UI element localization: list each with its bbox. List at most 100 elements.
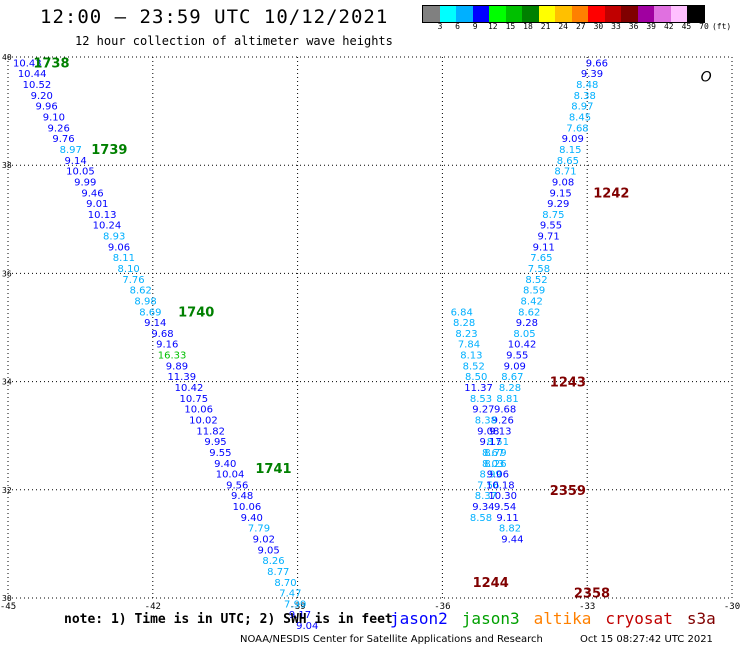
pass-time-label: 1242 xyxy=(593,186,629,201)
wave-height-value: 10.42 xyxy=(175,383,204,394)
wave-height-value: 8.62 xyxy=(518,307,540,318)
wave-height-value: 9.95 xyxy=(204,437,226,448)
wave-height-value: 8.05 xyxy=(513,329,535,340)
wave-height-value: 8.15 xyxy=(559,145,581,156)
wave-height-value: 9.54 xyxy=(494,502,516,513)
satellite-label: jason3 xyxy=(461,609,520,628)
wave-height-value: 8.28 xyxy=(453,318,475,329)
wave-height-value: 8.77 xyxy=(267,567,289,578)
wave-height-value: 10.13 xyxy=(88,210,117,221)
y-tick-label: 38 xyxy=(2,161,12,170)
wave-height-value: 11.39 xyxy=(167,372,196,383)
wave-height-value: 8.51 xyxy=(487,437,509,448)
wave-height-value: 8.65 xyxy=(557,156,579,167)
wave-height-value: 10.24 xyxy=(93,221,122,232)
legend-label: 6 xyxy=(455,22,460,31)
legend-label: 36 xyxy=(628,22,639,31)
wave-height-value: 9.15 xyxy=(550,188,572,199)
wave-height-value: 8.28 xyxy=(499,383,521,394)
wave-height-value: 10.52 xyxy=(23,80,52,91)
legend-label: 18 xyxy=(523,22,533,31)
wave-height-value: 9.10 xyxy=(43,113,65,124)
wave-height-value: 8.13 xyxy=(460,351,482,362)
wave-height-value: 8.82 xyxy=(499,524,521,535)
wave-height-value: 7.47 xyxy=(279,589,301,600)
wave-height-value: 10.05 xyxy=(66,167,95,178)
satellite-label: s3a xyxy=(686,609,716,628)
wave-height-value: 9.11 xyxy=(496,513,518,524)
legend-label: 30 xyxy=(593,22,604,31)
y-tick-label: 34 xyxy=(2,378,12,387)
wave-height-value: 9.13 xyxy=(489,426,511,437)
legend-swatch xyxy=(456,6,473,22)
wave-height-value: 8.99 xyxy=(480,470,502,481)
wave-height-value: 7.58 xyxy=(528,264,550,275)
wave-height-value: 9.66 xyxy=(586,58,608,69)
wave-height-value: 9.71 xyxy=(537,232,559,243)
wave-height-value: 8.97 xyxy=(60,145,82,156)
x-tick-label: -36 xyxy=(434,602,450,612)
pass-time-label: 1741 xyxy=(255,462,291,477)
wave-height-value: 8.11 xyxy=(113,253,135,264)
x-tick-label: -33 xyxy=(579,602,595,612)
pass-time-label: 2359 xyxy=(550,484,586,499)
wave-height-value: 9.06 xyxy=(108,242,130,253)
satellite-label: jason2 xyxy=(390,609,448,628)
legend-label: (ft) xyxy=(711,22,732,31)
pass-time-label: 1739 xyxy=(91,143,127,158)
wave-height-value: 10.02 xyxy=(189,415,218,426)
wave-height-value: 9.89 xyxy=(166,361,188,372)
wave-height-value: 9.27 xyxy=(472,405,494,416)
wave-height-value: 9.06 xyxy=(487,470,509,481)
wave-height-value: 9.09 xyxy=(562,134,584,145)
wave-height-value: 9.55 xyxy=(506,351,528,362)
chart-title: 12:00 – 23:59 UTC 10/12/2021 xyxy=(40,6,389,28)
wave-height-value: 9.14 xyxy=(64,156,86,167)
wave-height-value: 9.40 xyxy=(214,459,236,470)
wave-height-value: 7.76 xyxy=(122,275,144,286)
color-scale-legend xyxy=(422,5,705,23)
wave-height-value: 9.96 xyxy=(35,102,57,113)
wave-height-value: 8.38 xyxy=(574,91,596,102)
wave-height-value: 10.42 xyxy=(508,340,537,351)
legend-swatch xyxy=(423,6,440,22)
legend-label: 12 xyxy=(487,22,498,31)
wave-height-value: 8.52 xyxy=(463,361,485,372)
satellite-label: cryosat xyxy=(605,609,673,628)
legend-label: 70 xyxy=(699,22,709,31)
wave-height-value: 10.18 xyxy=(486,480,515,491)
legend-label: 15 xyxy=(505,22,516,31)
wave-height-value: 8.48 xyxy=(576,80,598,91)
wave-height-value: 9.11 xyxy=(533,242,555,253)
wave-height-value: 8.79 xyxy=(484,448,506,459)
wave-height-value: 10.30 xyxy=(488,491,517,502)
legend-swatch xyxy=(555,6,572,22)
pass-time-label: 1243 xyxy=(550,376,586,391)
wave-height-value: 10.04 xyxy=(216,470,245,481)
legend-swatch xyxy=(654,6,671,22)
wave-height-value: 8.81 xyxy=(496,394,518,405)
wave-height-value: 9.05 xyxy=(258,545,280,556)
pass-time-label: 1244 xyxy=(473,576,509,591)
y-tick-label: 30 xyxy=(2,594,12,603)
legend-label: 3 xyxy=(437,22,443,31)
wave-height-value: 8.71 xyxy=(554,167,576,178)
wave-height-value: 7.79 xyxy=(248,524,270,535)
island-label: O xyxy=(701,69,712,85)
wave-height-value: 8.53 xyxy=(470,394,492,405)
wave-height-value: 9.02 xyxy=(253,534,275,545)
pass-time-label: 1740 xyxy=(178,305,214,320)
credit-line: NOAA/NESDIS Center for Satellite Applica… xyxy=(240,634,543,645)
legend-label: 24 xyxy=(558,22,568,31)
wave-height-value: 7.65 xyxy=(530,253,552,264)
pass-time-label: 2358 xyxy=(574,587,610,602)
wave-height-value: 8.69 xyxy=(139,307,161,318)
wave-height-value: 9.17 xyxy=(289,610,311,621)
legend-swatch xyxy=(505,6,522,22)
wave-height-value: 9.46 xyxy=(81,188,103,199)
wave-height-value: 9.44 xyxy=(501,534,523,545)
wave-height-value: 11.82 xyxy=(196,426,225,437)
wave-height-value: 8.97 xyxy=(571,102,593,113)
x-tick-label: -39 xyxy=(289,602,305,612)
wave-height-value: 9.09 xyxy=(504,361,526,372)
